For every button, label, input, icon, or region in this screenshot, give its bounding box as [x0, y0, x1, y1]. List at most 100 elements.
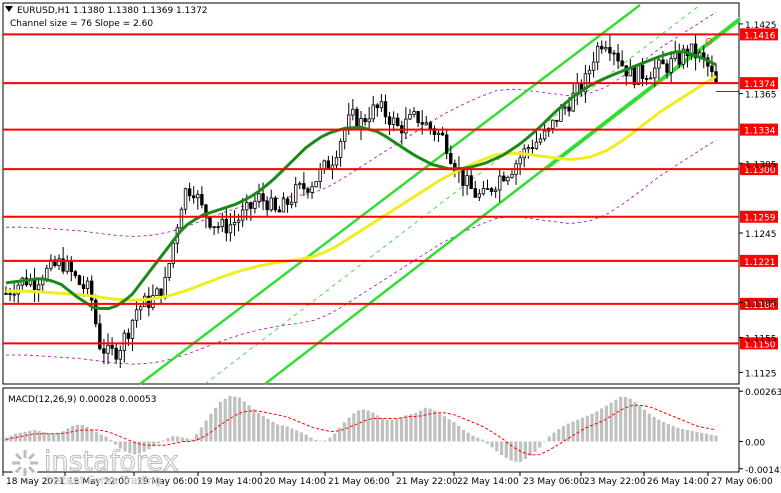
- macd-bar: [175, 436, 180, 442]
- macd-bar: [133, 441, 137, 455]
- candle: [187, 182, 192, 202]
- candle: [138, 305, 143, 320]
- time-tick-label: 27 May 06:00: [711, 477, 773, 487]
- candle: [587, 65, 592, 84]
- macd-bar: [209, 413, 213, 442]
- macd-bar: [571, 421, 575, 442]
- price-tick-label: 1.1155: [745, 335, 777, 345]
- macd-bar: [395, 418, 399, 442]
- macd-bar: [561, 426, 566, 442]
- macd-bar: [542, 441, 547, 443]
- macd-bar: [652, 416, 656, 442]
- macd-bar: [166, 438, 170, 442]
- macd-bar: [56, 432, 61, 442]
- macd-bar: [171, 436, 175, 442]
- macd-bar: [309, 437, 313, 442]
- candle: [363, 113, 367, 126]
- macd-bar: [499, 441, 504, 456]
- candle: [396, 113, 400, 127]
- channel-upper-line: [139, 4, 641, 385]
- macd-bar: [495, 441, 499, 452]
- macd-bar: [523, 441, 527, 460]
- candle: [228, 213, 233, 242]
- trend-channel: [139, 4, 741, 385]
- candle: [551, 119, 555, 134]
- macd-bar: [337, 427, 342, 442]
- macd-bar: [538, 441, 542, 448]
- candle: [636, 64, 641, 85]
- instaforex-watermark: instaforex Instant Forex Trading: [9, 446, 179, 487]
- macd-bar: [347, 417, 351, 442]
- time-tick-label: 21 May 06:00: [328, 477, 390, 487]
- macd-bar: [94, 432, 99, 442]
- macd-histogram: [4, 395, 718, 462]
- level-label: 1.1334: [740, 123, 778, 137]
- level-value: 1.1374: [744, 80, 776, 90]
- candle: [665, 59, 669, 79]
- macd-bar: [142, 441, 146, 452]
- candle: [444, 128, 449, 160]
- macd-bar: [90, 429, 94, 442]
- candle: [538, 133, 543, 145]
- time-tick-label: 23 May 06:00: [523, 477, 585, 487]
- macd-bar: [261, 415, 265, 442]
- macd-bar: [233, 396, 237, 442]
- macd-bar: [557, 429, 561, 442]
- macd-bar: [85, 426, 89, 442]
- candle: [208, 216, 212, 230]
- candle: [620, 50, 624, 67]
- candle: [710, 55, 714, 82]
- price-tick-label: 1.1305: [745, 160, 777, 170]
- macd-bar: [271, 421, 275, 442]
- macd-bar: [252, 409, 256, 442]
- macd-bar: [228, 395, 232, 442]
- candle: [591, 51, 596, 78]
- macd-bar: [423, 407, 427, 442]
- macd-bar: [199, 427, 203, 442]
- macd-bar: [466, 432, 470, 442]
- candle: [310, 181, 314, 199]
- candle: [106, 333, 110, 365]
- candle: [436, 130, 441, 143]
- price-panel: 1.1416 1.1374 1.1334 1.1300 1.1259 1.1221 1.11…: [2, 2, 778, 385]
- macd-bar: [32, 430, 37, 442]
- candle: [73, 269, 78, 279]
- macd-bar: [361, 409, 365, 442]
- macd-bar: [504, 441, 508, 459]
- candle: [367, 107, 371, 130]
- candle: [534, 131, 539, 150]
- macd-bar: [52, 433, 56, 442]
- macd-bar: [638, 405, 642, 442]
- candle: [412, 107, 416, 118]
- level-value: 1.1221: [744, 258, 776, 268]
- macd-bar: [357, 410, 361, 442]
- candle: [408, 108, 412, 121]
- macd-bar: [461, 429, 466, 442]
- time-tick-label: 21 May 22:00: [396, 477, 458, 487]
- macd-bar: [447, 419, 451, 442]
- macd-bar: [376, 415, 380, 442]
- macd-bar: [9, 435, 13, 442]
- level-value: 1.1259: [744, 214, 776, 224]
- time-tick-label: 18 May 2021: [6, 477, 65, 487]
- macd-bar: [547, 436, 551, 442]
- macd-bar: [438, 413, 442, 442]
- time-tick-label: 18 May 22:00: [68, 477, 130, 487]
- level-value: 1.1334: [744, 127, 776, 137]
- signal-marker: [705, 37, 713, 45]
- macd-bar: [352, 413, 356, 442]
- macd-bar: [180, 437, 184, 442]
- macd-bar: [75, 424, 80, 442]
- envelope-lower: [6, 139, 717, 365]
- candle: [171, 242, 175, 269]
- macd-bar: [71, 425, 75, 442]
- macd-bar: [590, 413, 594, 442]
- candle: [216, 221, 220, 234]
- menu-triangle-icon[interactable]: [5, 6, 13, 12]
- macd-bar: [657, 419, 661, 442]
- time-tick-label: 19 May 06:00: [137, 477, 199, 487]
- candle: [212, 226, 216, 235]
- macd-axis: 0.00263 0.00 -0.00143: [739, 388, 781, 476]
- macd-bar: [99, 434, 103, 442]
